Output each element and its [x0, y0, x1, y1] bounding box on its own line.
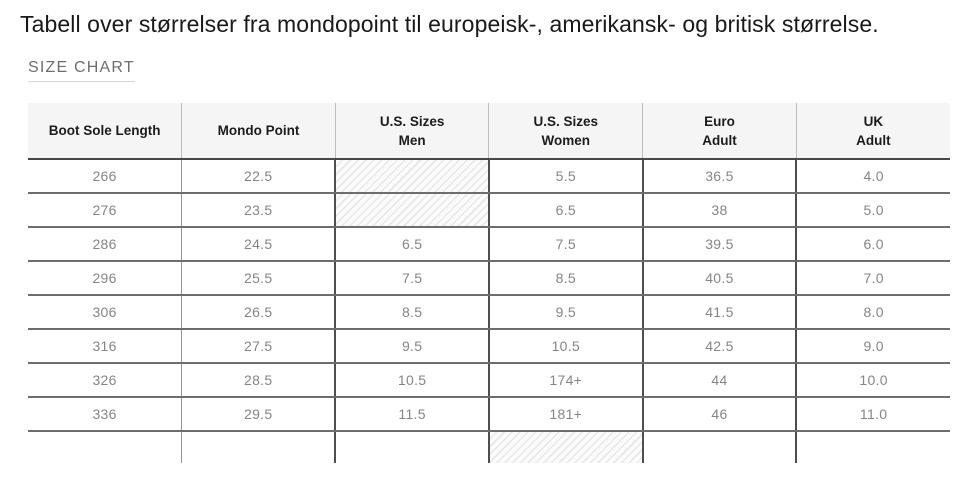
table-cell: 276	[28, 193, 183, 228]
table-cell: 9.5	[488, 295, 644, 330]
table-cell: 9.5	[335, 329, 490, 364]
column-header-line1: Boot Sole Length	[48, 123, 161, 138]
table-cell: 29.5	[181, 397, 337, 432]
table-cell: 27.5	[181, 329, 337, 364]
column-header: Mondo Point	[181, 103, 336, 160]
table-cell: 6.5	[335, 227, 490, 262]
table-cell: 174+	[488, 363, 644, 398]
column-header: UK Adult	[796, 103, 950, 160]
table-row: 336 29.5 11.5 181+ 46 11.0	[28, 397, 950, 432]
table-cell: 39.5	[642, 227, 798, 262]
column-header: Boot Sole Length	[28, 103, 183, 160]
table-cell: 8.5	[335, 295, 490, 330]
table-cell: 44	[642, 363, 798, 398]
table-cell: 306	[28, 295, 183, 330]
table-cell: 316	[28, 329, 183, 364]
table-cell: 26.5	[181, 295, 337, 330]
table-cell: 326	[28, 363, 183, 398]
table-cell: 10.0	[796, 363, 950, 398]
table-cell	[28, 431, 183, 463]
table-cell: 7.0	[796, 261, 950, 296]
table-cell: 38	[642, 193, 798, 228]
table-cell: 46	[642, 397, 798, 432]
table-cell: 11.0	[796, 397, 950, 432]
table-cell: 40.5	[642, 261, 798, 296]
table-cell: 8.0	[796, 295, 950, 330]
table-cell	[796, 431, 950, 463]
table-cell: 7.5	[335, 261, 490, 296]
column-header-line1: UK	[863, 113, 884, 129]
table-cell: 296	[28, 261, 183, 296]
size-chart-section-label[interactable]: SIZE CHART	[28, 59, 135, 82]
table-row: 306 26.5 8.5 9.5 41.5 8.0	[28, 295, 950, 330]
column-header-line1: U.S. Sizes	[533, 113, 599, 129]
column-header-line1: Mondo Point	[217, 123, 300, 138]
table-row: 316 27.5 9.5 10.5 42.5 9.0	[28, 329, 950, 364]
table-cell: 266	[28, 159, 183, 194]
table-cell: 336	[28, 397, 183, 432]
table-row	[28, 431, 950, 463]
table-row: 266 22.5 5.5 36.5 4.0	[28, 159, 950, 194]
table-row: 296 25.5 7.5 8.5 40.5 7.0	[28, 261, 950, 296]
table-cell: 181+	[488, 397, 644, 432]
table-cell: 10.5	[335, 363, 490, 398]
column-header: U.S. Sizes Men	[335, 103, 490, 160]
header-row: Boot Sole Length Mondo Point U.S. Sizes Men…	[28, 103, 950, 160]
column-header-line2: Adult	[856, 132, 891, 148]
table-body: 266 22.5 5.5 36.5 4.0 276 23.5 6.5 38 5.0 286 24.5 6…	[28, 159, 950, 463]
column-header-line1: Euro	[704, 113, 735, 129]
table-cell: 6.0	[796, 227, 950, 262]
table-cell: 42.5	[642, 329, 798, 364]
table-row: 326 28.5 10.5 174+ 44 10.0	[28, 363, 950, 398]
column-header-line2: Women	[541, 132, 591, 148]
table-cell: 8.5	[488, 261, 644, 296]
size-chart-table: Boot Sole Length Mondo Point U.S. Sizes Men…	[28, 103, 950, 463]
table-row: 286 24.5 6.5 7.5 39.5 6.0	[28, 227, 950, 262]
column-header: Euro Adult	[642, 103, 797, 160]
table-cell: 286	[28, 227, 183, 262]
table-cell	[335, 431, 490, 463]
column-header: U.S. Sizes Women	[488, 103, 644, 160]
table-cell: 5.0	[796, 193, 950, 228]
column-header-line2: Adult	[702, 132, 737, 148]
table-cell	[181, 431, 337, 463]
table-cell: 36.5	[642, 159, 798, 194]
table-cell: 41.5	[642, 295, 798, 330]
table-cell	[488, 431, 644, 463]
table-cell: 24.5	[181, 227, 337, 262]
table-cell: 10.5	[488, 329, 644, 364]
table-header-row: Boot Sole Length Mondo Point U.S. Sizes Men…	[28, 103, 950, 160]
table-cell: 23.5	[181, 193, 337, 228]
table-cell: 22.5	[181, 159, 337, 194]
column-header-line1: U.S. Sizes	[379, 113, 445, 129]
table-cell: 9.0	[796, 329, 950, 364]
table-cell: 5.5	[488, 159, 644, 194]
table-cell: 11.5	[335, 397, 490, 432]
table-cell: 28.5	[181, 363, 337, 398]
table-cell: 4.0	[796, 159, 950, 194]
size-chart-table-wrap: Boot Sole Length Mondo Point U.S. Sizes Men…	[28, 103, 950, 463]
table-cell: 7.5	[488, 227, 644, 262]
column-header-line2: Men	[398, 132, 426, 148]
table-row: 276 23.5 6.5 38 5.0	[28, 193, 950, 228]
table-cell: 25.5	[181, 261, 337, 296]
table-cell	[335, 193, 490, 228]
table-cell: 6.5	[488, 193, 644, 228]
table-cell	[642, 431, 798, 463]
table-cell	[335, 159, 490, 194]
page-title: Tabell over størrelser fra mondopoint ti…	[20, 11, 879, 37]
